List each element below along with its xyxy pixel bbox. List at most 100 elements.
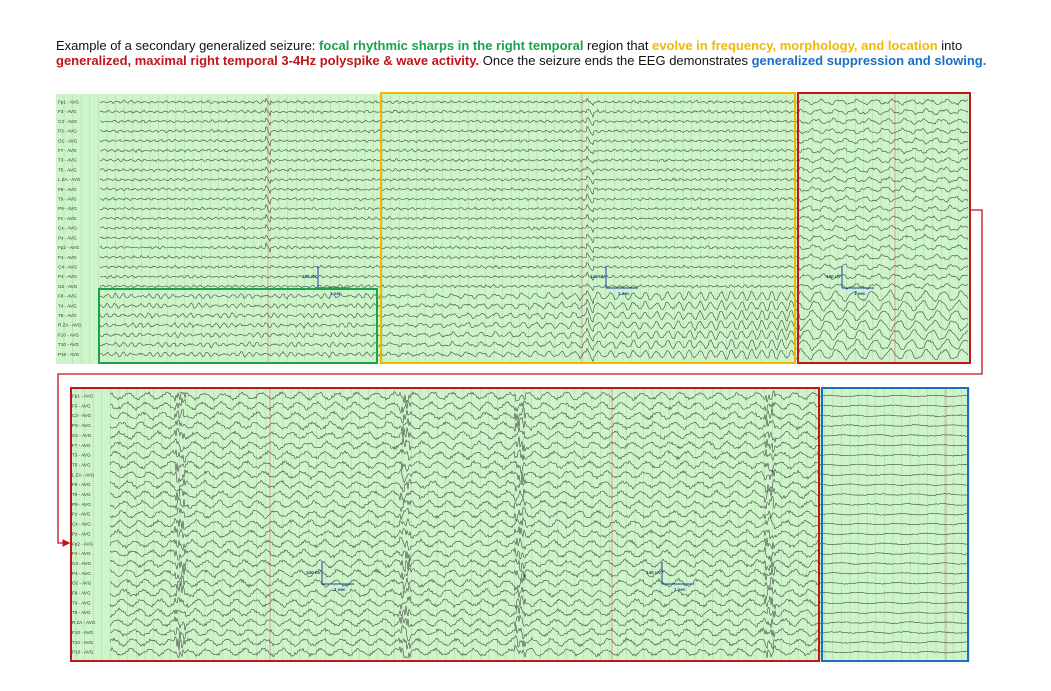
eeg-trace [109, 625, 969, 642]
eeg-trace [99, 184, 969, 195]
scale-time-label: 1 sec [674, 587, 686, 592]
eeg-trace [99, 241, 969, 254]
channel-label: F9 - AVG [58, 187, 77, 192]
eeg-trace [109, 468, 969, 483]
channel-label: T4 - AVG [58, 303, 77, 308]
eeg-trace [99, 289, 969, 305]
highlight-boxes [57, 92, 983, 662]
channel-label: Fp1 - AVG [72, 394, 94, 399]
eeg-trace [99, 155, 969, 165]
eeg-trace [109, 495, 969, 513]
channel-label: F10 - AVG [72, 630, 94, 635]
channel-label: F3 - AVG [58, 109, 77, 114]
channel-label: P10 - AVG [58, 352, 80, 357]
channel-label: Cz - AVG [58, 226, 77, 231]
channel-label: F8 - AVG [72, 591, 91, 596]
eeg-trace [99, 317, 969, 332]
eeg-trace [109, 583, 969, 601]
channel-label: F4 - AVG [72, 551, 91, 556]
eeg-trace [99, 213, 969, 224]
continuation-arrow [57, 209, 983, 547]
channel-label: C3 - AVG [72, 413, 91, 418]
eeg-trace [109, 526, 969, 540]
caption-segment: Example of a secondary generalized seizu… [56, 38, 320, 53]
channel-labels: Fp1 - AVG F3 - AVG C3 - AVG P3 - AVG O1 - AV… [58, 100, 96, 655]
caption-segment: into [937, 38, 966, 53]
channel-label: P9 - AVG [72, 502, 91, 507]
evolution-box [380, 92, 796, 364]
channel-label: T10 - AVG [58, 342, 80, 347]
channel-label: Fz - AVG [72, 512, 91, 517]
channel-label: C4 - AVG [58, 264, 77, 269]
caption-segment: region that [583, 38, 653, 53]
postictal-box [821, 387, 969, 662]
channel-label: P4 - AVG [72, 571, 91, 576]
channel-label: Pz - AVG [72, 531, 91, 536]
scale-amplitude-label: 140 uV [590, 274, 606, 279]
generalized-box-bottom [70, 387, 820, 662]
channel-label: T3 - AVG [72, 453, 91, 458]
eeg-trace [109, 614, 969, 631]
channel-label: O1 - AVG [58, 138, 78, 143]
channel-label: T3 - AVG [58, 158, 77, 163]
eeg-trace [99, 106, 969, 118]
eeg-trace [109, 644, 969, 659]
eeg-trace [99, 135, 969, 147]
eeg-trace [99, 261, 969, 271]
caption-segment: focal rhythmic sharps in the right tempo… [319, 38, 584, 53]
channel-label: T4 - AVG [72, 600, 91, 605]
channel-label: O1 - AVG [72, 433, 92, 438]
channel-label: T6 - AVG [58, 313, 77, 318]
eeg-trace [109, 573, 969, 592]
eeg-trace [109, 604, 969, 619]
eeg-trace [99, 337, 969, 352]
channel-label: R ZA - AVG [58, 323, 82, 328]
eeg-trace [99, 117, 969, 126]
caption-segment: generalized, maximal right temporal 3-4H… [56, 53, 480, 68]
eeg-trace [99, 306, 969, 323]
channel-label: Fp2 - AVG [72, 541, 94, 546]
channel-label: Fp1 - AVG [58, 100, 80, 105]
eeg-trace [109, 516, 969, 531]
eeg-trace [99, 126, 969, 137]
scale-amplitude-label: 140 uV [306, 570, 322, 575]
eeg-trace [109, 635, 969, 651]
channel-label: F9 - AVG [72, 482, 91, 487]
caption-segment: generalized suppression and slowing. [751, 53, 987, 68]
scale-time-label: 1 sec [330, 291, 342, 296]
eeg-trace [99, 298, 969, 314]
eeg-trace [99, 97, 969, 107]
eeg-grid [63, 94, 968, 662]
caption-segment: evolve in frequency, morphology, and loc… [652, 38, 938, 53]
scale-time-label: 1 sec [618, 291, 630, 296]
eeg-trace [109, 436, 969, 454]
scale-time-label: 1 sec [854, 291, 866, 296]
eeg-trace [109, 507, 969, 522]
channel-label: C3 - AVG [58, 119, 77, 124]
channel-label: T5 - AVG [58, 167, 77, 172]
scale-amplitude-label: 140 uV [826, 274, 842, 279]
eeg-trace [99, 166, 969, 176]
channel-label: F7 - AVG [72, 443, 91, 448]
channel-label: P3 - AVG [58, 129, 77, 134]
channel-label: F8 - AVG [58, 294, 77, 299]
scale-amplitude-label: 140 uV [646, 570, 662, 575]
eeg-traces [99, 97, 969, 659]
channel-label: L ZA - AVG [72, 472, 95, 477]
eeg-trace [109, 595, 969, 610]
eeg-trace [99, 203, 969, 214]
focal-sharps-box [98, 288, 378, 364]
eeg-panel-top [56, 94, 970, 364]
eeg-trace [109, 459, 969, 474]
channel-label: R ZA - AVG [72, 620, 96, 625]
eeg-trace [99, 175, 969, 185]
channel-label: P4 - AVG [58, 274, 77, 279]
channel-label: P10 - AVG [72, 650, 94, 655]
channel-label: O2 - AVG [72, 581, 92, 586]
channel-label: T6 - AVG [72, 610, 91, 615]
eeg-trace [109, 397, 969, 414]
eeg-trace [109, 448, 969, 463]
eeg-trace [109, 536, 969, 552]
caption-segment: Once the seizure ends the EEG demonstrat… [479, 53, 752, 68]
